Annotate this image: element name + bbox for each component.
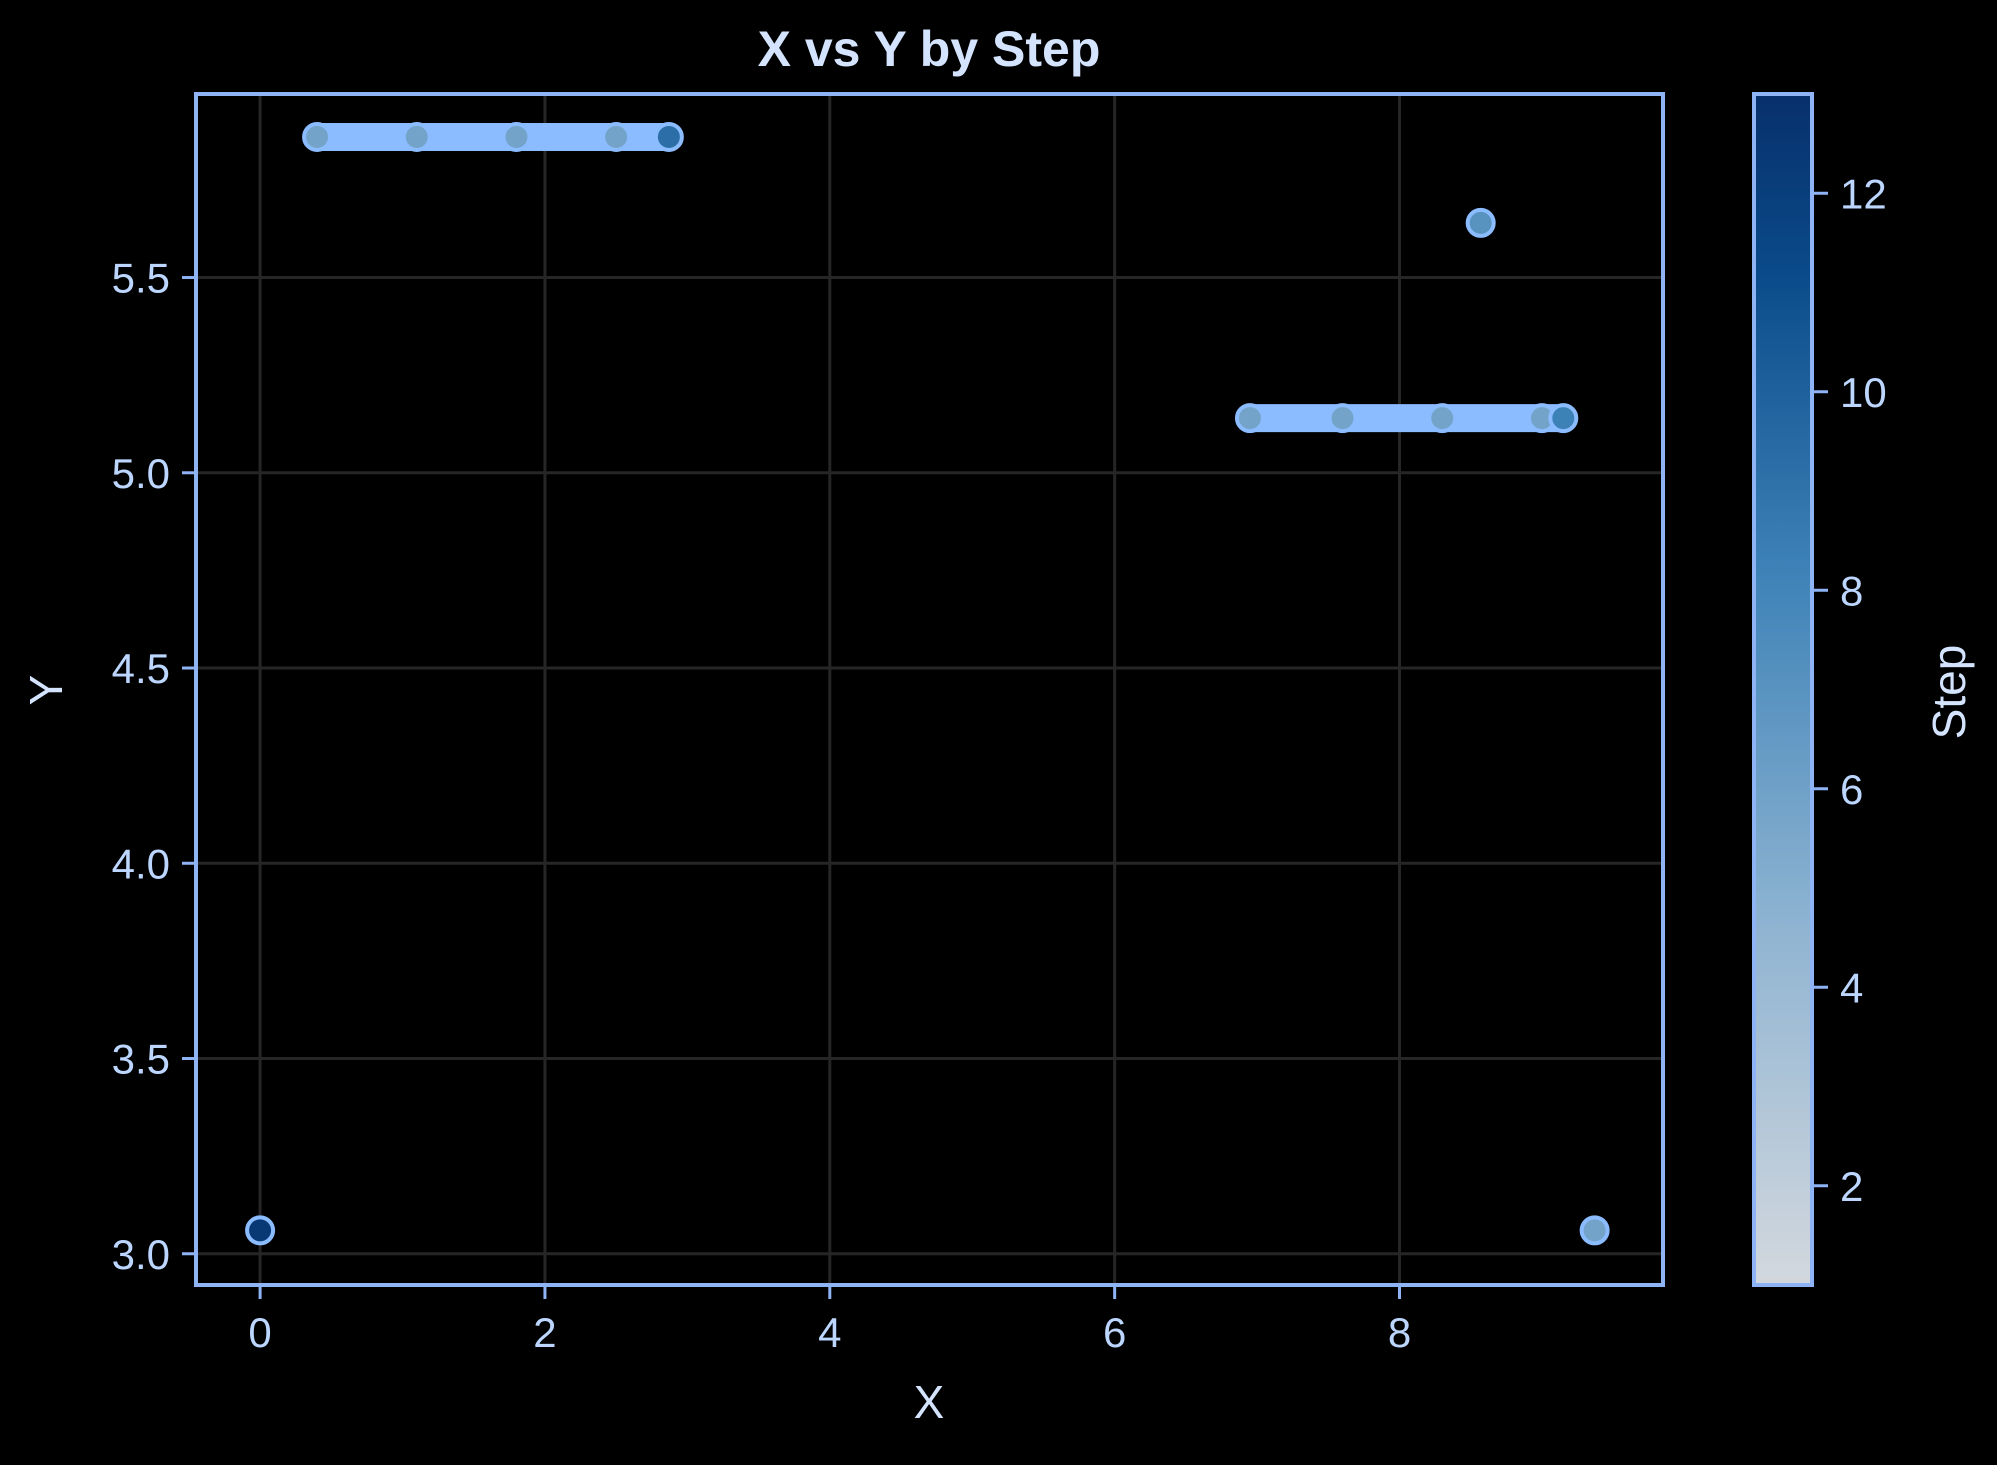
colorbar-tick-label: 6 (1840, 766, 1863, 813)
x-tick-label: 0 (248, 1309, 271, 1356)
y-tick-label: 4.0 (112, 840, 170, 887)
colorbar-label: Step (1923, 645, 1975, 740)
colorbar-tick-label: 4 (1840, 964, 1863, 1011)
x-tick-label: 6 (1103, 1309, 1126, 1356)
chart-title: X vs Y by Step (758, 21, 1101, 77)
colorbar-tick-label: 12 (1840, 170, 1887, 217)
data-point (1465, 207, 1496, 238)
data-point (1427, 403, 1458, 434)
y-tick-label: 3.5 (112, 1036, 170, 1083)
x-tick-label: 4 (818, 1309, 841, 1356)
y-tick-label: 5.0 (112, 450, 170, 497)
plot-frame (194, 92, 1665, 1287)
data-point (302, 121, 333, 152)
y-tick-label: 5.5 (112, 255, 170, 302)
data-point (1234, 403, 1265, 434)
data-point (501, 121, 532, 152)
data-points (245, 121, 1610, 1246)
x-tick-label: 8 (1388, 1309, 1411, 1356)
x-axis-label: X (914, 1376, 945, 1428)
colorbar-tick-label: 8 (1840, 567, 1863, 614)
colorbar-tick-label: 10 (1840, 369, 1887, 416)
x-axis-ticks: 0 2 4 6 8 (248, 1285, 1411, 1356)
data-point (1548, 403, 1579, 434)
x-tick-label: 2 (533, 1309, 556, 1356)
colorbar-tick-label: 2 (1840, 1163, 1863, 1210)
colorbar-ticks: 2 4 6 8 10 12 (1812, 170, 1887, 1210)
y-tick-label: 4.5 (112, 645, 170, 692)
colorbar (1752, 92, 1814, 1287)
y-tick-label: 3.0 (112, 1231, 170, 1278)
y-axis-label: Y (20, 675, 72, 706)
data-point (1327, 403, 1358, 434)
data-point (601, 121, 632, 152)
data-point (1579, 1215, 1610, 1246)
y-axis-ticks: 3.0 3.5 4.0 4.5 5.0 5.5 (112, 255, 196, 1278)
data-point (653, 121, 684, 152)
data-point (245, 1215, 276, 1246)
grid (196, 94, 1663, 1285)
data-point (401, 121, 432, 152)
